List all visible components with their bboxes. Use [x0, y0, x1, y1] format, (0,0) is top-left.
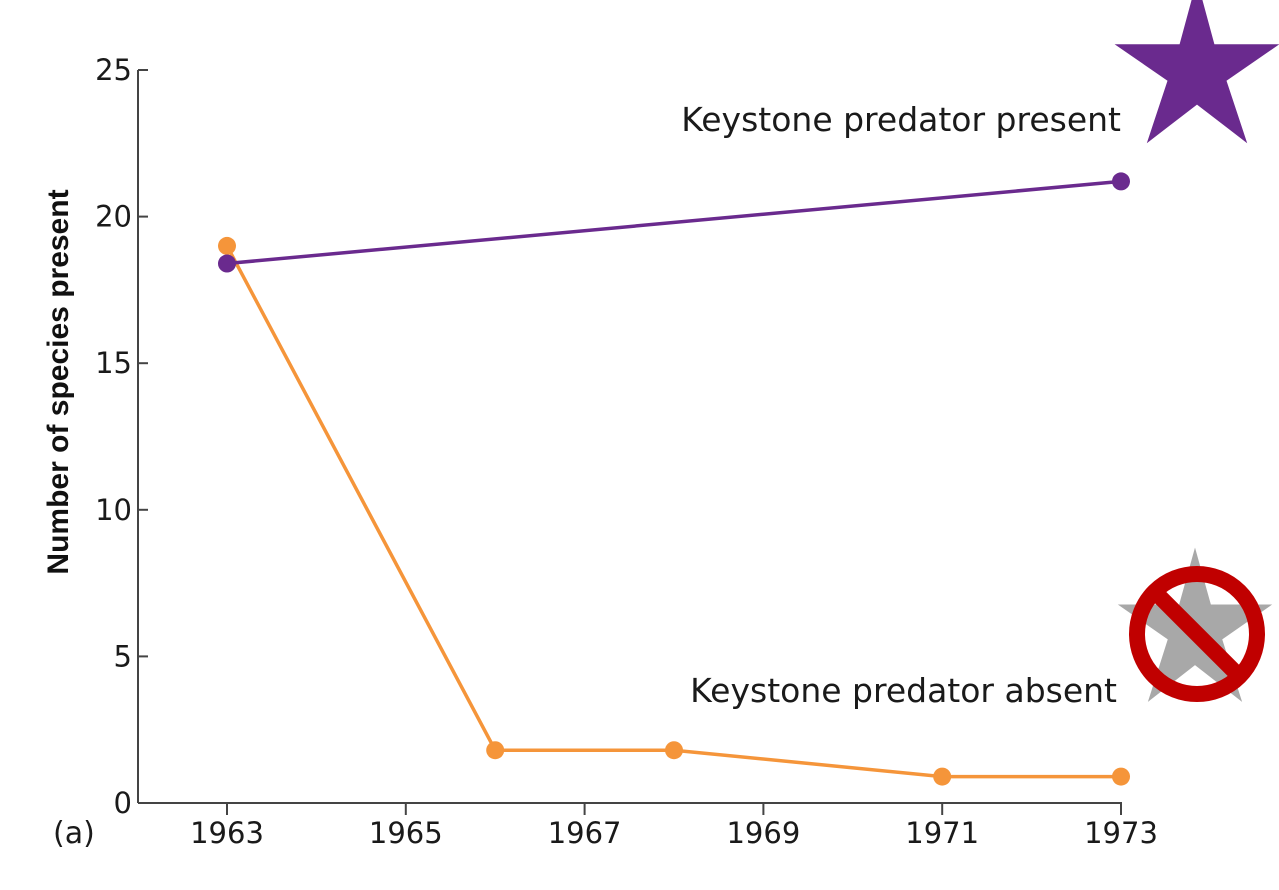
series-line	[226, 179, 1122, 266]
data-point	[218, 236, 236, 255]
panel-label: (a)	[53, 816, 95, 851]
axes: 0 5 10 15 20 25 1963 1965 1967 1969 1971 1973	[95, 53, 1158, 850]
y-tick-label: 0	[114, 786, 132, 820]
no-star-icon	[1108, 536, 1279, 711]
data-point	[665, 741, 683, 760]
data-point	[218, 254, 236, 273]
series-predator-present	[218, 172, 1130, 273]
annotation-predator-absent: Keystone predator absent	[690, 671, 1117, 710]
x-tick-label: 1973	[1084, 816, 1158, 850]
purple-star-icon	[1114, 0, 1279, 144]
y-tick-label: 15	[95, 346, 132, 380]
y-axis-title: Number of species present	[42, 189, 75, 574]
y-tick-label: 5	[114, 639, 132, 673]
x-tick-label: 1963	[190, 816, 264, 850]
y-tick-label: 10	[95, 493, 132, 527]
data-point	[933, 767, 952, 786]
data-point	[1112, 172, 1130, 191]
series-layer	[218, 172, 1130, 786]
labels: Number of species present (a) Keystone p…	[42, 100, 1121, 851]
icons	[1108, 0, 1279, 711]
annotation-predator-present: Keystone predator present	[681, 100, 1121, 139]
prohibition-ring-icon	[1129, 566, 1265, 702]
x-tick-label: 1967	[548, 816, 622, 850]
prohibition-slash-icon	[1149, 586, 1245, 682]
x-tick-label: 1971	[905, 816, 979, 850]
data-point	[1112, 767, 1130, 786]
y-tick-label: 20	[95, 200, 132, 234]
y-tick-label: 25	[95, 53, 132, 87]
x-tick-label: 1965	[369, 816, 443, 850]
x-tick-label: 1969	[726, 816, 800, 850]
data-point	[486, 741, 505, 760]
series-predator-absent	[218, 236, 1130, 786]
